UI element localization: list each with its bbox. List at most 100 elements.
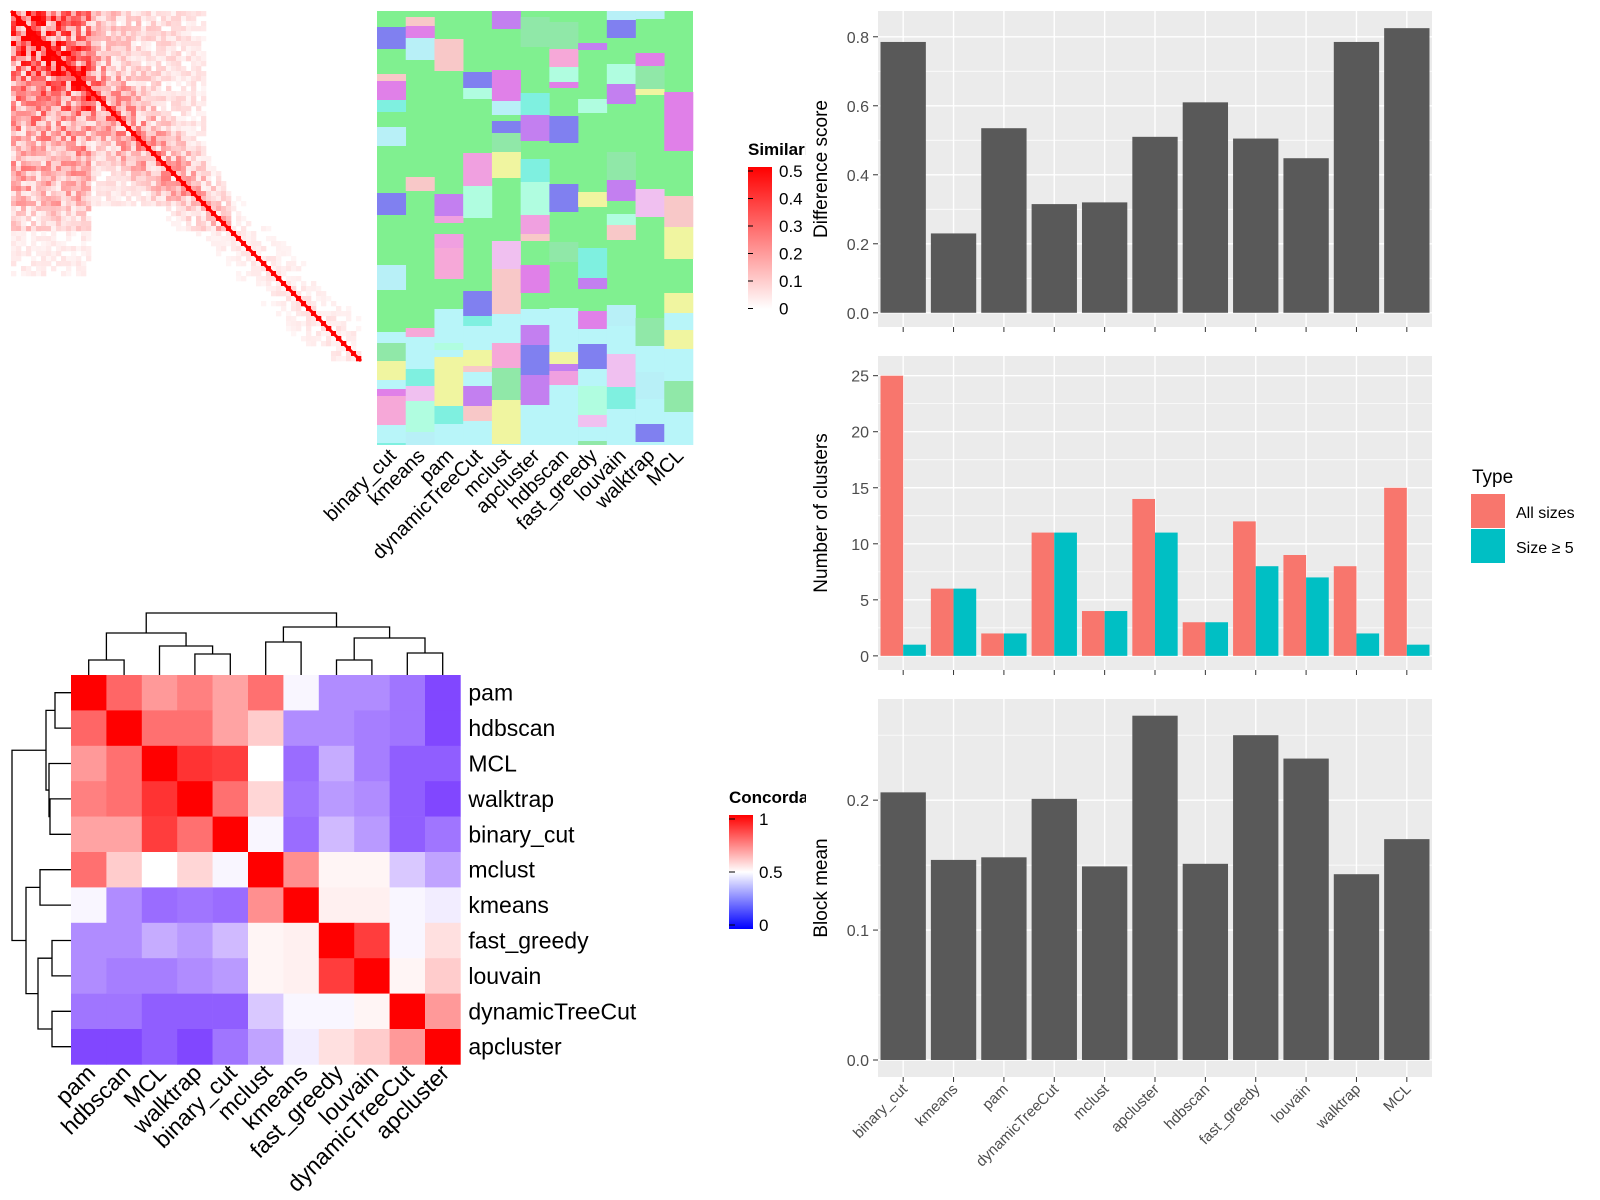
similarity-cell (51, 31, 57, 37)
assignment-segment (491, 420, 521, 444)
similarity-cell (216, 181, 222, 187)
similarity-cell (181, 136, 187, 142)
similarity-cell (56, 166, 62, 172)
similarity-cell (226, 206, 232, 212)
concordance-cell (141, 1029, 178, 1065)
similarity-cell (136, 61, 142, 67)
similarity-cell (51, 161, 57, 167)
similarity-cell (186, 131, 192, 137)
similarity-cell (111, 41, 117, 47)
similarity-cell (156, 101, 162, 107)
similarity-cell (31, 186, 37, 192)
assignment-segment (377, 396, 407, 425)
similarity-cell (341, 346, 347, 352)
similarity-cell (86, 186, 92, 192)
similarity-cell (276, 256, 282, 262)
similarity-cell (121, 16, 127, 22)
similarity-cell (111, 46, 117, 52)
assignment-segment (405, 369, 435, 386)
similarity-cell (36, 196, 42, 202)
similarity-cell (101, 116, 107, 122)
similarity-cell (56, 201, 62, 207)
similarity-cell (16, 51, 22, 57)
similarity-cell (81, 91, 87, 97)
similarity-cell (141, 26, 147, 32)
similarity-cell (26, 226, 32, 232)
similarity-cell (116, 176, 122, 182)
similarity-cell (161, 176, 167, 182)
similarity-cell (161, 56, 167, 62)
concordance-cell (106, 675, 143, 711)
similarity-cell (156, 121, 162, 127)
similarity-cell (36, 66, 42, 72)
similarity-cell (166, 201, 172, 207)
similarity-cell (306, 311, 312, 317)
assignment-segment (491, 444, 521, 445)
similarity-cell (71, 46, 77, 52)
similarity-cell (71, 76, 77, 82)
similarity-cell (46, 81, 52, 87)
similarity-cell (331, 301, 337, 307)
similarity-cell (206, 191, 212, 197)
similarity-cell (46, 26, 52, 32)
similarity-cell (176, 11, 182, 17)
similarity-cell (116, 111, 122, 117)
similarity-cell (31, 151, 37, 157)
similarity-cell (41, 91, 47, 97)
similarity-cell (36, 171, 42, 177)
bar (930, 233, 977, 313)
similarity-cell (16, 236, 22, 242)
assignment-segment (405, 17, 435, 26)
similarity-cell (71, 41, 77, 47)
similarity-cell (311, 286, 317, 292)
similarity-cell (66, 191, 72, 197)
similarity-heatmap-diagonal (9, 9, 363, 363)
similarity-cell (146, 56, 152, 62)
similarity-cell (191, 126, 197, 132)
similarity-cell (91, 131, 97, 137)
similarity-cell (96, 46, 102, 52)
concordance-cell (425, 922, 461, 959)
similarity-cell (176, 221, 182, 227)
similarity-cell (96, 11, 102, 17)
similarity-cell (21, 251, 27, 257)
similarity-cell (71, 51, 77, 57)
similarity-cell (306, 321, 312, 327)
similarity-cell (46, 186, 52, 192)
similarity-cell (161, 121, 167, 127)
similarity-cell (151, 71, 157, 77)
similarity-cell (171, 201, 177, 207)
similarity-cell (31, 96, 37, 102)
similarity-cell (66, 106, 72, 112)
similarity-legend-tick-label: 0.3 (779, 217, 803, 236)
similarity-cell (131, 191, 137, 197)
similarity-cell (51, 241, 57, 247)
assignment-segment (578, 386, 608, 415)
similarity-cell (61, 256, 67, 262)
concordance-cell (425, 816, 461, 853)
similarity-cell (81, 96, 87, 102)
similarity-cell (71, 21, 77, 27)
similarity-cell (286, 246, 292, 252)
similarity-cell (61, 151, 67, 157)
similarity-cell (66, 41, 72, 47)
similarity-cell (216, 226, 222, 232)
concordance-cell (106, 958, 143, 994)
similarity-cell (76, 121, 82, 127)
similarity-cell (141, 121, 147, 127)
similarity-cell (61, 141, 67, 147)
similarity-cell (46, 36, 52, 42)
similarity-cell (111, 116, 117, 122)
similarity-cell (76, 71, 82, 77)
similarity-cell (136, 111, 142, 117)
similarity-cell (101, 11, 107, 17)
similarity-cell (316, 336, 322, 342)
similarity-cell (281, 271, 287, 277)
similarity-cell (296, 276, 302, 282)
bar (1081, 866, 1128, 1060)
similarity-cell (86, 21, 92, 27)
similarity-cell (151, 11, 157, 17)
similarity-cell (191, 16, 197, 22)
similarity-cell (171, 176, 177, 182)
assignment-segment (549, 82, 579, 88)
